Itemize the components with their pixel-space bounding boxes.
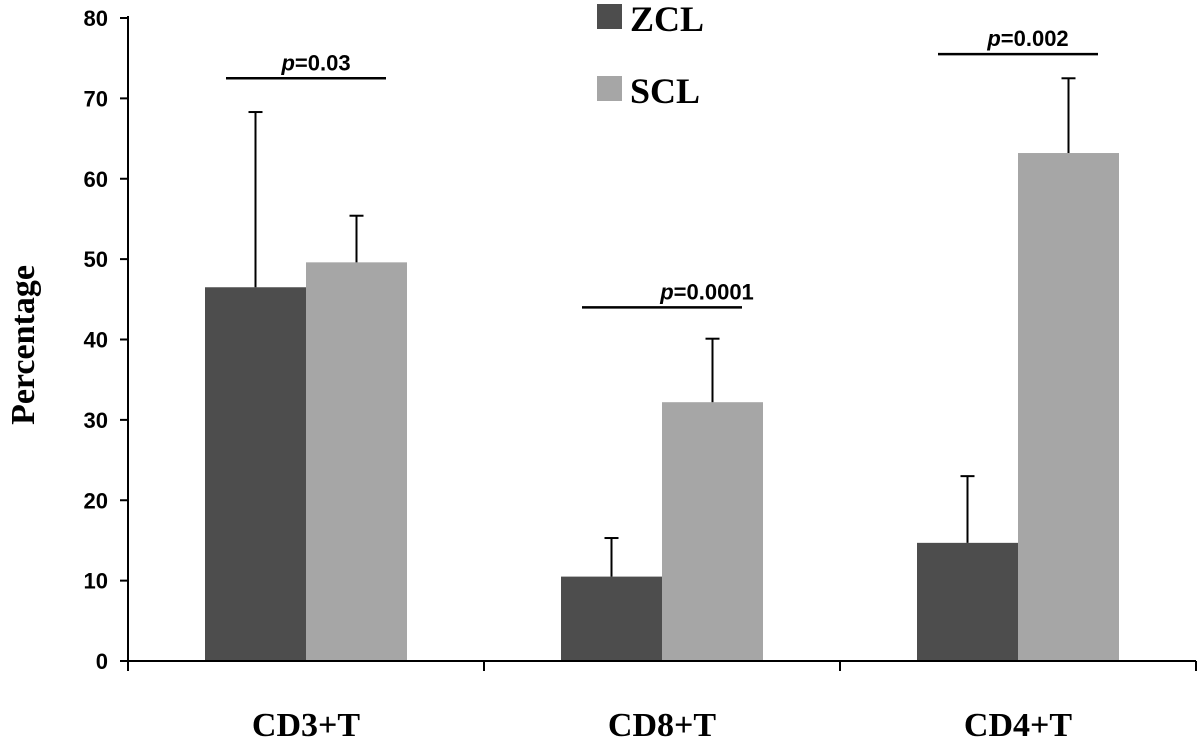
legend-swatch-scl: [597, 76, 622, 101]
p-symbol: p: [986, 26, 1000, 51]
x-category-label: CD3+T: [252, 707, 360, 744]
y-tick-label: 80: [84, 6, 108, 31]
y-tick-label: 0: [96, 649, 108, 674]
bar-zcl-0: [205, 287, 306, 661]
bars: [205, 77, 1119, 661]
p-value-label: p=0.0001: [659, 279, 754, 304]
legend-label-scl: SCL: [630, 71, 700, 111]
legend: ZCL SCL: [597, 0, 704, 111]
x-category-label: CD4+T: [964, 707, 1072, 744]
y-tick-label: 40: [84, 328, 108, 353]
p-symbol: p: [659, 279, 673, 304]
bar-zcl-2: [917, 542, 1018, 661]
bar-scl-1: [662, 402, 763, 661]
y-tick-label: 10: [84, 569, 108, 594]
labels: 0 10 20 30 40 50 60 70 80 CD3+T CD8+T CD4+T Percenta…: [5, 6, 1072, 744]
x-category-label: CD8+T: [608, 707, 716, 744]
p-value: =0.0001: [674, 279, 754, 304]
bar-zcl-1: [561, 576, 662, 661]
y-tick-label: 20: [84, 488, 108, 513]
y-tick-label: 50: [84, 247, 108, 272]
bar-scl-2: [1018, 153, 1119, 661]
p-symbol: p: [280, 50, 294, 75]
y-tick-label: 30: [84, 408, 108, 433]
y-tick-label: 70: [84, 86, 108, 111]
y-axis-title: Percentage: [5, 265, 42, 425]
p-value: =0.002: [1001, 26, 1069, 51]
p-value-label: p=0.03: [280, 50, 350, 75]
legend-swatch-zcl: [597, 4, 622, 29]
p-value-label: p=0.002: [986, 26, 1068, 51]
y-tick-label: 60: [84, 167, 108, 192]
bar-scl-0: [306, 262, 407, 661]
p-value: =0.03: [295, 50, 351, 75]
legend-label-zcl: ZCL: [630, 0, 704, 39]
axes: [120, 16, 1197, 671]
